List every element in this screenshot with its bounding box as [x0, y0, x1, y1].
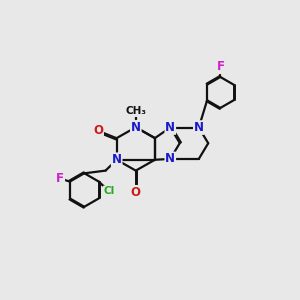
Text: N: N — [165, 152, 175, 165]
Text: Cl: Cl — [103, 186, 115, 197]
Text: CH₃: CH₃ — [125, 106, 146, 116]
Text: F: F — [217, 60, 224, 73]
Text: N: N — [131, 121, 141, 134]
Text: O: O — [131, 186, 141, 199]
Text: N: N — [165, 121, 175, 134]
Text: F: F — [56, 172, 64, 185]
Text: O: O — [93, 124, 103, 137]
Text: N: N — [194, 121, 204, 134]
Text: N: N — [112, 153, 122, 166]
